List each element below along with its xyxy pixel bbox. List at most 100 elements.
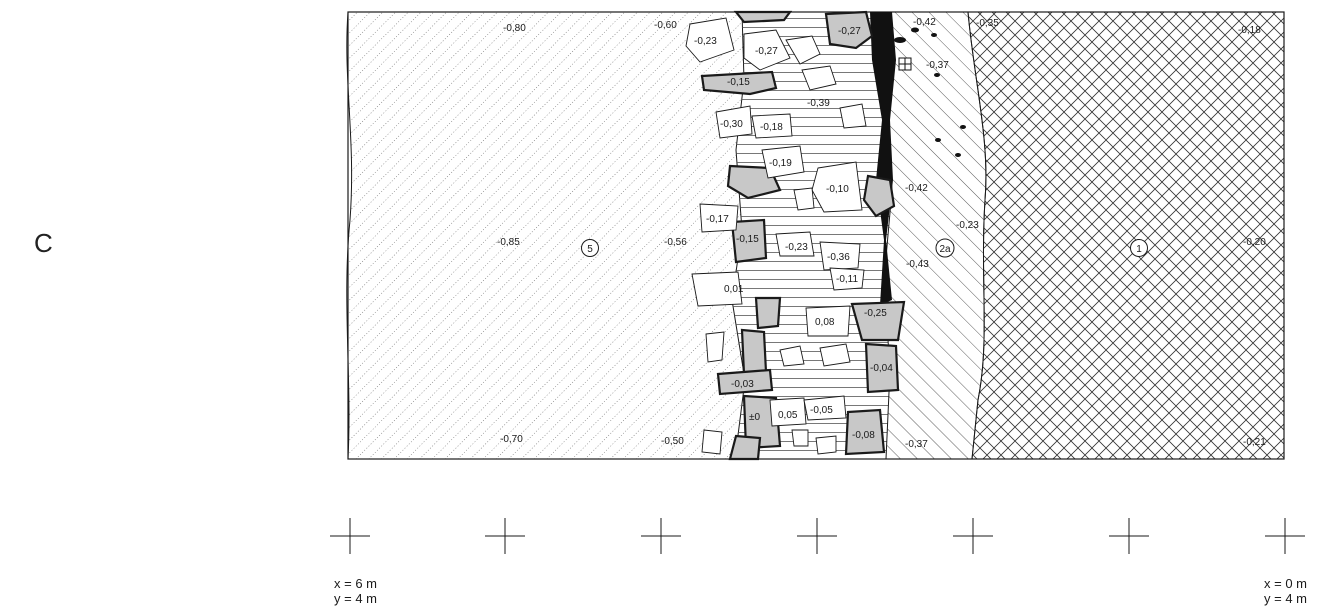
elevation-label: -0,37 (905, 439, 928, 450)
elevation-label: -0,56 (664, 237, 687, 248)
elevation-label: -0,05 (810, 405, 833, 416)
stone-shaded (730, 218, 768, 264)
grid-crosses (330, 518, 1305, 554)
elevation-label: -0,23 (785, 242, 808, 253)
stone-shaded (740, 328, 768, 376)
elevation-label: -0,70 (500, 434, 523, 445)
elevation-label: -0,25 (864, 308, 887, 319)
stone-white (715, 105, 753, 139)
stone-shaded (864, 342, 900, 394)
stone-shaded (862, 174, 896, 218)
stone-white (743, 29, 791, 71)
grid-cross (1109, 518, 1149, 554)
stone-shaded (728, 434, 762, 461)
stone-white (803, 395, 847, 421)
grid-cross (641, 518, 681, 554)
plan-frame (347, 11, 1285, 460)
elevation-label: -0,85 (497, 237, 520, 248)
coordinate-left-x: x = 6 m (334, 576, 377, 591)
stone-white (829, 267, 865, 291)
stone-shaded (824, 10, 874, 50)
layer-number-label: 2a (939, 244, 951, 255)
elevation-label: -0,23 (694, 36, 717, 47)
elevation-label: -0,23 (956, 220, 979, 231)
layer-number-1: 1 (1130, 239, 1148, 257)
stone-shaded (754, 296, 782, 330)
stone-white (819, 241, 861, 271)
stone-white (791, 429, 809, 447)
layer-5-area (346, 11, 746, 460)
elevation-label: -0,39 (807, 98, 830, 109)
elevation-label: -0,43 (906, 259, 929, 270)
coordinate-right: x = 0 m y = 4 m (1264, 576, 1307, 606)
elevation-label: -0,42 (905, 183, 928, 194)
elevation-label: -0,15 (727, 77, 750, 88)
elevation-label: -0,08 (852, 430, 875, 441)
elevation-label: -0,27 (755, 46, 778, 57)
elevation-label: -0,27 (838, 26, 861, 37)
stone-white (801, 65, 837, 91)
elevation-label: -0,10 (826, 184, 849, 195)
elevation-label: 0,08 (815, 317, 835, 328)
coordinate-left: x = 6 m y = 4 m (334, 576, 377, 606)
stone-white (705, 331, 725, 363)
elevation-label: ±0 (749, 412, 760, 423)
elevation-label: -0,42 (913, 17, 936, 28)
stone-white (815, 435, 837, 455)
white-stones (685, 17, 867, 455)
stone-shaded (700, 70, 778, 96)
layer-2a-area (883, 11, 987, 460)
stone-white (769, 397, 807, 427)
stone-white (691, 271, 743, 307)
coordinate-right-x: x = 0 m (1264, 576, 1307, 591)
elevation-label: -0,21 (1243, 437, 1266, 448)
elevation-label: -0,18 (760, 122, 783, 133)
grid-cross (797, 518, 837, 554)
elevation-label: -0,03 (731, 379, 754, 390)
layer-number-label: 1 (1136, 244, 1142, 255)
stone-white (779, 345, 805, 367)
elevation-label: -0,04 (870, 363, 893, 374)
elevation-label: -0,30 (720, 119, 743, 130)
stone-white (685, 17, 735, 63)
elevation-label: -0,19 (769, 158, 792, 169)
elevation-label: -0,15 (736, 234, 759, 245)
elevations-layer5: -0,80 -0,60 -0,85 -0,56 -0,70 -0,50 (497, 20, 687, 447)
stone-white (699, 203, 739, 233)
coordinate-right-y: y = 4 m (1264, 591, 1307, 606)
stone-white (811, 161, 863, 213)
layer-number-2a: 2a (935, 238, 955, 258)
stone-white (793, 187, 815, 211)
stone-white (761, 145, 805, 179)
stone-white (701, 429, 723, 455)
elevation-label: -0,36 (827, 252, 850, 263)
layer-number-label: 5 (587, 244, 593, 255)
stone-white (805, 305, 851, 337)
stone-white (775, 231, 815, 257)
panel-label: C (34, 228, 53, 258)
stone-white (819, 343, 851, 367)
stone-shaded (716, 368, 774, 396)
elevation-label: 0,05 (778, 410, 798, 421)
stone-white (839, 103, 867, 129)
stone-white (785, 35, 821, 65)
elevation-label: -0,37 (926, 60, 949, 71)
elevation-label: -0,60 (654, 20, 677, 31)
layer-number-5: 5 (581, 239, 599, 257)
stone-white (751, 113, 793, 139)
elevation-label: -0,11 (836, 274, 858, 285)
stone-shaded (850, 300, 906, 342)
elevation-label: -0,50 (661, 436, 684, 447)
elevation-label: -0,17 (706, 214, 729, 225)
grid-cross (1265, 518, 1305, 554)
elevations-layer1: -0,18 -0,20 -0,21 (1238, 25, 1266, 448)
dark-boundary-zone (870, 12, 966, 305)
layer-1-area (967, 11, 1285, 460)
grid-cross (953, 518, 993, 554)
elevations-layer2a: -0,42 -0,37 -0,42 -0,23 -0,43 -0,37 -0,3… (905, 17, 999, 450)
grid-cross (330, 518, 370, 554)
elevation-label: 0,01 (724, 284, 744, 295)
stone-shaded (733, 10, 793, 24)
coordinate-left-y: y = 4 m (334, 591, 377, 606)
